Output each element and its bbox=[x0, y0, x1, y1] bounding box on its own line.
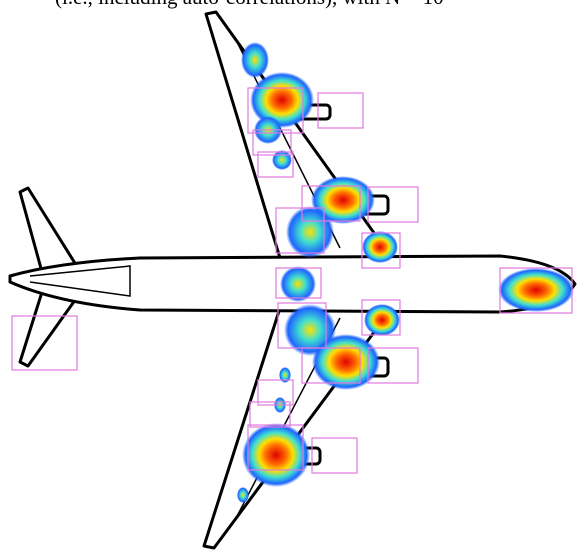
caption-fragment: (i.e., including auto-correlations), wit… bbox=[55, 0, 444, 9]
heatmaps bbox=[237, 42, 574, 503]
boxes bbox=[11, 87, 573, 474]
